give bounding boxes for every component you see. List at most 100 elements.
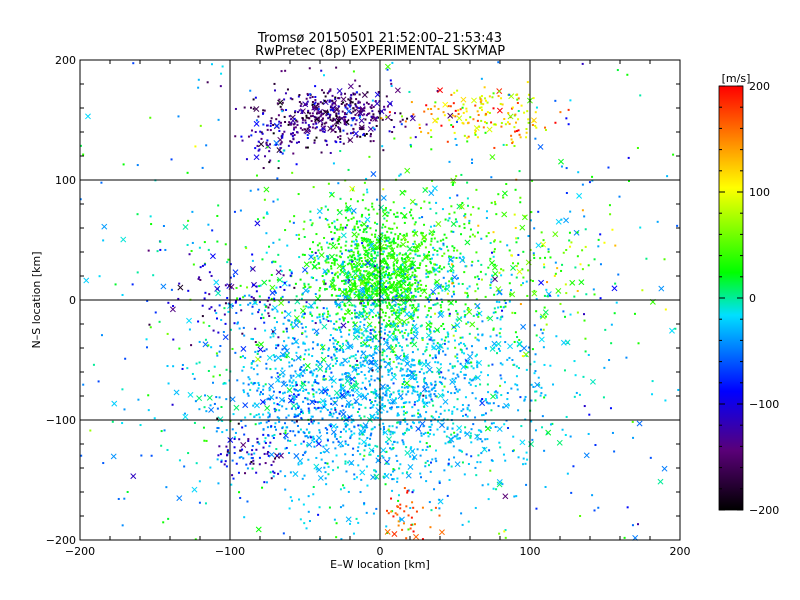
data-point xyxy=(372,391,375,394)
data-point xyxy=(338,318,341,321)
data-point xyxy=(361,433,364,436)
data-point xyxy=(481,109,484,112)
data-point xyxy=(502,143,505,146)
data-point xyxy=(435,395,438,398)
data-point xyxy=(540,386,543,389)
data-point-cross xyxy=(293,338,300,345)
data-point xyxy=(308,409,311,412)
data-point xyxy=(430,420,433,423)
data-point xyxy=(565,192,568,195)
data-point-cross xyxy=(496,289,503,296)
data-point xyxy=(392,263,395,266)
data-point xyxy=(382,266,385,269)
data-point xyxy=(203,263,206,266)
data-point xyxy=(333,259,336,262)
data-point xyxy=(304,330,307,333)
data-point xyxy=(149,116,152,119)
data-point xyxy=(448,160,451,163)
data-point xyxy=(308,411,311,414)
data-point xyxy=(352,107,355,110)
data-point xyxy=(396,259,399,262)
data-point-cross xyxy=(501,190,508,197)
data-point xyxy=(398,253,401,256)
data-point xyxy=(380,336,383,339)
data-point xyxy=(418,395,421,398)
data-point xyxy=(197,277,200,280)
data-point xyxy=(338,306,341,309)
data-point xyxy=(493,248,496,251)
data-point xyxy=(344,442,347,445)
data-point xyxy=(410,331,413,334)
data-point xyxy=(403,266,406,269)
data-point xyxy=(535,106,538,109)
data-point xyxy=(424,390,427,393)
data-point xyxy=(302,389,305,392)
data-point xyxy=(506,398,509,401)
data-point xyxy=(282,274,285,277)
data-point xyxy=(373,128,376,131)
data-point-cross xyxy=(398,516,405,523)
data-point xyxy=(539,315,542,318)
data-point xyxy=(375,389,378,392)
data-point xyxy=(274,457,277,460)
data-point xyxy=(312,485,315,488)
data-point xyxy=(271,330,274,333)
data-point xyxy=(463,377,466,380)
data-point xyxy=(368,380,371,383)
data-point xyxy=(617,273,620,276)
data-point xyxy=(563,369,566,372)
data-point xyxy=(464,432,467,435)
data-point xyxy=(458,225,461,228)
data-point xyxy=(332,124,335,127)
data-point xyxy=(308,112,311,115)
data-point xyxy=(490,422,493,425)
data-point xyxy=(298,109,301,112)
data-point xyxy=(301,315,304,318)
data-point xyxy=(281,136,284,139)
data-point xyxy=(288,284,291,287)
data-point xyxy=(365,345,368,348)
data-point xyxy=(167,517,170,520)
data-point xyxy=(423,377,426,380)
data-point xyxy=(382,392,385,395)
data-point xyxy=(428,320,431,323)
data-point xyxy=(350,421,353,424)
data-point xyxy=(540,231,543,234)
data-point xyxy=(314,118,317,121)
data-point xyxy=(263,321,266,324)
data-point xyxy=(305,114,308,117)
data-point xyxy=(347,461,350,464)
data-point xyxy=(329,118,332,121)
data-point xyxy=(381,387,384,390)
data-point xyxy=(326,255,329,258)
data-point xyxy=(345,202,348,205)
data-point xyxy=(252,297,255,300)
data-point xyxy=(499,374,502,377)
data-point xyxy=(344,422,347,425)
data-point xyxy=(325,273,328,276)
data-point xyxy=(312,123,315,126)
data-point xyxy=(609,407,612,410)
data-point xyxy=(428,296,431,299)
data-point-cross xyxy=(253,120,260,127)
data-point xyxy=(121,293,124,296)
data-point xyxy=(463,473,466,476)
data-point xyxy=(418,421,421,424)
data-point xyxy=(486,383,489,386)
data-point xyxy=(430,135,433,138)
data-point xyxy=(371,202,374,205)
data-point xyxy=(499,240,502,243)
data-point-cross xyxy=(437,392,444,399)
data-point xyxy=(215,312,218,315)
data-point xyxy=(162,224,165,227)
data-point xyxy=(326,439,329,442)
data-point xyxy=(226,453,229,456)
data-point xyxy=(357,464,360,467)
data-point xyxy=(245,158,248,161)
data-point xyxy=(423,200,426,203)
data-point xyxy=(436,253,439,256)
data-point xyxy=(514,113,517,116)
data-point xyxy=(462,103,465,106)
data-point xyxy=(501,363,504,366)
data-point xyxy=(258,285,261,288)
